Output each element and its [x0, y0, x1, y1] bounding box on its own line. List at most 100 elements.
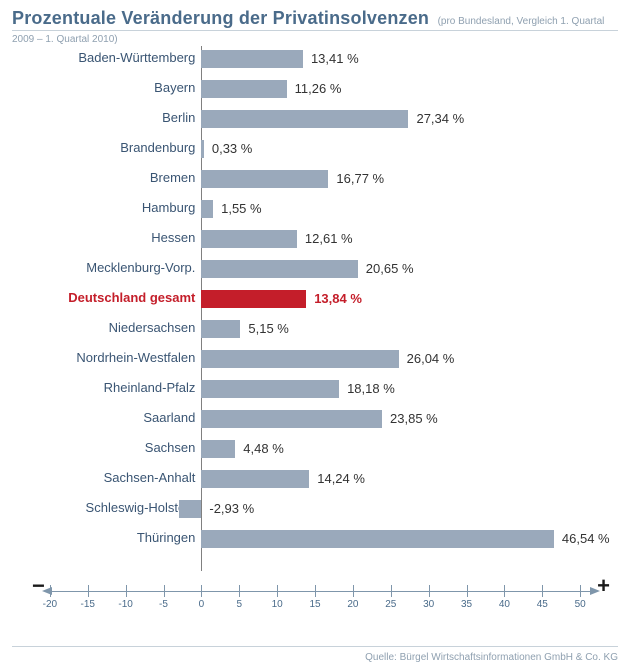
axis-tick: [391, 585, 392, 597]
axis-tick: [315, 585, 316, 597]
axis-tick-label: 40: [499, 599, 510, 610]
row-value: 27,34 %: [416, 111, 464, 126]
row-label: Saarland: [143, 410, 195, 425]
row-value: 5,15 %: [248, 321, 288, 336]
row-label: Sachsen-Anhalt: [104, 470, 196, 485]
bar: [201, 50, 303, 68]
axis-tick: [239, 585, 240, 597]
title-rule: [12, 30, 618, 31]
bar: [201, 140, 203, 158]
axis-tick: [467, 585, 468, 597]
row-label: Hamburg: [142, 200, 195, 215]
axis-tick: [88, 585, 89, 597]
axis-tick-label: -10: [118, 599, 132, 610]
row-label: Niedersachsen: [109, 320, 196, 335]
row-value: 13,41 %: [311, 51, 359, 66]
axis-tick: [126, 585, 127, 597]
row-label: Bremen: [150, 170, 196, 185]
row-value: 4,48 %: [243, 441, 283, 456]
row-value: 13,84 %: [314, 291, 362, 306]
row-label: Thüringen: [137, 530, 196, 545]
bar: [201, 110, 408, 128]
bar-row: Sachsen-Anhalt 14,24 %: [12, 464, 618, 494]
bar: [201, 440, 235, 458]
bar: [201, 170, 328, 188]
row-value: 11,26 %: [295, 81, 342, 96]
axis-tick: [201, 585, 202, 597]
bar-row: Niedersachsen 5,15 %: [12, 314, 618, 344]
axis-line: [52, 591, 590, 592]
row-label: Hessen: [151, 230, 195, 245]
footer-rule: [12, 646, 618, 647]
row-value: 16,77 %: [336, 171, 384, 186]
axis-tick-label: 45: [537, 599, 548, 610]
axis-tick-label: 5: [236, 599, 242, 610]
bar-row: Saarland23,85 %: [12, 404, 618, 434]
axis-tick: [50, 585, 51, 597]
axis-tick-label: 0: [199, 599, 205, 610]
row-label: Bayern: [154, 80, 195, 95]
row-value: -2,93 %: [209, 501, 254, 516]
row-value: 20,65 %: [366, 261, 414, 276]
bar-row: Rheinland-Pfalz 18,18 %: [12, 374, 618, 404]
axis-tick: [504, 585, 505, 597]
chart-title: Prozentuale Veränderung der Privatinsolv…: [12, 8, 618, 47]
row-label: Rheinland-Pfalz: [104, 380, 196, 395]
axis-tick-label: 20: [347, 599, 358, 610]
axis-tick-label: -5: [159, 599, 168, 610]
plot-area: Baden-Württemberg 13,41 % Bayern 11,26 % Ber…: [12, 44, 618, 571]
bar: [201, 290, 306, 308]
bar-row: Berlin 27,34 %: [12, 104, 618, 134]
bar-row: Sachsen 4,48 %: [12, 434, 618, 464]
axis-tick-label: 30: [423, 599, 434, 610]
axis-tick: [580, 585, 581, 597]
bar: [201, 230, 297, 248]
row-value: 18,18 %: [347, 381, 395, 396]
axis-tick: [353, 585, 354, 597]
title-text: Prozentuale Veränderung der Privatinsolv…: [12, 8, 429, 28]
bar-row: Bayern 11,26 %: [12, 74, 618, 104]
bar: [179, 500, 201, 518]
row-label: Mecklenburg-Vorp.: [86, 260, 195, 275]
axis-tick: [164, 585, 165, 597]
row-label: Baden-Württemberg: [78, 50, 195, 65]
bar: [201, 320, 240, 338]
axis-tick-label: -15: [81, 599, 95, 610]
bar: [201, 380, 339, 398]
bar-row: Hessen12,61 %: [12, 224, 618, 254]
row-label: Berlin: [162, 110, 195, 125]
bar: [201, 470, 309, 488]
bar: [201, 80, 286, 98]
bar: [201, 200, 213, 218]
source-text: Quelle: Bürgel Wirtschaftsinformationen …: [365, 652, 618, 663]
axis-tick: [542, 585, 543, 597]
arrow-right-icon: [590, 587, 600, 595]
bar-row: Schleswig-Holstein-2,93 %: [12, 494, 618, 524]
minus-sign: −: [32, 573, 45, 599]
axis-tick-label: -20: [43, 599, 57, 610]
row-label: Nordrhein-Westfalen: [76, 350, 195, 365]
row-value: 46,54 %: [562, 531, 610, 546]
row-value: 14,24 %: [317, 471, 365, 486]
axis-tick: [429, 585, 430, 597]
row-label: Sachsen: [145, 440, 196, 455]
axis-tick: [277, 585, 278, 597]
row-label: Deutschland gesamt: [68, 290, 195, 305]
axis-tick-label: 15: [309, 599, 320, 610]
x-axis: −+-20-15-10-505101520253035404550: [12, 571, 618, 611]
row-value: 0,33 %: [212, 141, 252, 156]
bar-row: Deutschland gesamt 13,84 %: [12, 284, 618, 314]
bar-row: Mecklenburg-Vorp. 20,65 %: [12, 254, 618, 284]
axis-tick-label: 35: [461, 599, 472, 610]
bar-row: Baden-Württemberg 13,41 %: [12, 44, 618, 74]
row-value: 26,04 %: [407, 351, 455, 366]
axis-tick-label: 10: [272, 599, 283, 610]
row-label: Brandenburg: [120, 140, 195, 155]
bar-row: Nordrhein-Westfalen 26,04 %: [12, 344, 618, 374]
bar-row: Brandenburg 0,33 %: [12, 134, 618, 164]
bar-row: Thüringen 46,54 %: [12, 524, 618, 554]
bar: [201, 410, 382, 428]
bar: [201, 260, 357, 278]
axis-tick-label: 50: [575, 599, 586, 610]
chart-area: Baden-Württemberg 13,41 % Bayern 11,26 % Ber…: [12, 44, 618, 621]
